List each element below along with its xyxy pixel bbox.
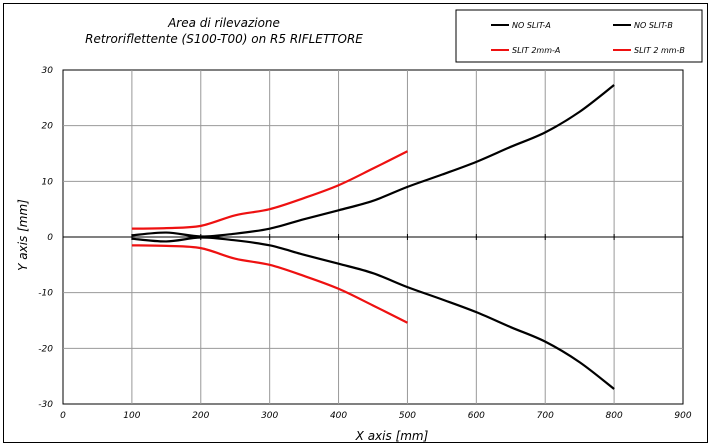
legend-box	[455, 9, 703, 63]
y-tick-label: 10	[42, 177, 54, 187]
x-axis-label: X axis [mm]	[355, 429, 429, 443]
x-tick-label: 500	[399, 411, 416, 421]
y-tick-label: -20	[38, 344, 53, 354]
y-tick-label: 30	[42, 66, 54, 76]
x-tick-label: 800	[606, 411, 623, 421]
x-tick-label: 400	[330, 411, 347, 421]
x-tick-label: 0	[60, 411, 66, 421]
x-tick-label: 200	[192, 411, 209, 421]
legend-label: NO SLIT-B	[634, 21, 673, 30]
chart-title-line-1: Area di rilevazione	[167, 16, 280, 30]
line-chart: 0 100 200 300 400 500 600 700 800 9003020100-10-2…	[16, 9, 703, 443]
y-tick-label: -30	[38, 400, 53, 410]
x-tick-label: 100	[123, 411, 140, 421]
y-axis-label: Y axis [mm]	[16, 199, 30, 271]
y-tick-label: -10	[38, 289, 53, 299]
legend-label: NO SLIT-A	[512, 21, 551, 30]
y-tick-label: 0	[47, 233, 53, 243]
legend-label: SLIT 2mm-A	[512, 46, 560, 55]
x-tick-label: 700	[537, 411, 554, 421]
legend-label: SLIT 2 mm-B	[634, 46, 685, 55]
chart-title-line-2: Retroriflettente (S100-T00) on R5 RIFLET…	[85, 32, 363, 46]
legend: NO SLIT-A NO SLIT-B SLIT 2mm-A SLIT 2 mm-B	[455, 9, 703, 63]
y-tick-label: 20	[42, 122, 54, 132]
x-tick-label: 900	[674, 411, 691, 421]
series-line-2	[131, 150, 408, 230]
series-line-0	[131, 84, 615, 238]
x-tick-label: 600	[468, 411, 485, 421]
x-tick-label: 300	[261, 411, 278, 421]
chart-frame: 0 100 200 300 400 500 600 700 800 900 30 20 10 0 -10 -2…	[3, 3, 708, 443]
series-line-1	[131, 236, 615, 390]
series-line-3	[131, 244, 408, 324]
